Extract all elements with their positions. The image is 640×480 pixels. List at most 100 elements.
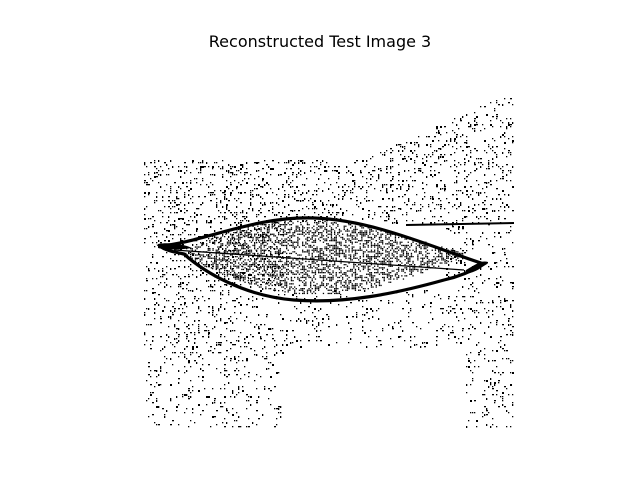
leaf-speckle <box>316 235 318 237</box>
noise-speckle <box>492 310 494 312</box>
leaf-speckle <box>374 244 376 247</box>
noise-speckle <box>220 292 222 294</box>
leaf-speckle <box>335 243 337 245</box>
noise-speckle <box>276 418 278 420</box>
leaf-speckle <box>260 240 262 242</box>
noise-speckle <box>368 216 370 218</box>
noise-speckle <box>188 282 190 284</box>
leaf-speckle <box>345 256 347 258</box>
leaf-speckle <box>308 240 310 242</box>
noise-speckle <box>312 162 314 164</box>
noise-speckle <box>458 162 460 164</box>
leaf-speckle <box>319 248 321 250</box>
leaf-speckle <box>414 268 416 271</box>
noise-speckle <box>258 332 260 334</box>
leaf-speckle <box>366 283 368 285</box>
noise-speckle <box>238 336 240 338</box>
leaf-speckle <box>402 244 405 247</box>
leaf-speckle <box>396 273 398 275</box>
noise-speckle <box>190 180 192 182</box>
noise-speckle <box>224 364 226 366</box>
noise-speckle <box>306 178 308 180</box>
leaf-speckle <box>332 222 334 224</box>
noise-speckle <box>458 206 460 208</box>
noise-speckle <box>200 368 202 370</box>
noise-speckle <box>170 160 172 162</box>
leaf-speckle <box>415 268 417 271</box>
leaf-speckle <box>358 259 360 261</box>
noise-speckle <box>262 274 264 276</box>
noise-speckle <box>480 274 482 276</box>
leaf-speckle <box>218 241 221 243</box>
noise-speckle <box>446 228 448 230</box>
noise-speckle <box>198 328 200 330</box>
noise-speckle <box>390 168 392 170</box>
leaf-speckle <box>249 260 251 263</box>
noise-speckle <box>268 388 270 390</box>
leaf-speckle <box>297 225 299 227</box>
leaf-speckle <box>436 256 438 258</box>
noise-speckle <box>476 316 478 318</box>
noise-speckle <box>418 144 420 146</box>
noise-speckle <box>168 206 170 208</box>
noise-speckle <box>164 416 166 418</box>
noise-speckle <box>456 142 458 144</box>
noise-speckle <box>444 186 446 188</box>
leaf-speckle <box>222 264 224 266</box>
noise-speckle <box>476 158 478 160</box>
leaf-speckle <box>244 233 246 235</box>
leaf-speckle <box>343 286 345 288</box>
noise-speckle <box>184 298 186 300</box>
noise-speckle <box>246 268 248 270</box>
leaf-speckle <box>313 262 315 264</box>
noise-speckle <box>248 372 250 374</box>
noise-speckle <box>366 160 368 162</box>
noise-speckle <box>218 310 220 312</box>
noise-speckle <box>484 414 486 416</box>
noise-speckle <box>240 346 242 348</box>
noise-speckle <box>506 426 508 428</box>
noise-speckle <box>332 204 334 206</box>
noise-speckle <box>256 188 258 190</box>
noise-speckle <box>472 128 474 130</box>
leaf-speckle <box>409 246 411 248</box>
leaf-speckle <box>262 252 264 255</box>
noise-speckle <box>180 282 182 284</box>
noise-speckle <box>290 320 292 322</box>
noise-speckle <box>478 240 480 242</box>
noise-speckle <box>156 242 158 244</box>
noise-speckle <box>256 214 258 216</box>
leaf-speckle <box>276 278 278 280</box>
leaf-speckle <box>234 241 237 243</box>
leaf-speckle <box>319 284 321 287</box>
noise-speckle <box>262 348 264 350</box>
leaf-speckle <box>284 272 286 274</box>
noise-speckle <box>272 338 274 340</box>
leaf-speckle <box>364 240 366 242</box>
noise-speckle <box>168 300 170 302</box>
leaf-speckle <box>385 238 387 240</box>
noise-speckle <box>192 274 194 276</box>
leaf-speckle <box>281 241 283 243</box>
leaf-speckle <box>257 284 259 287</box>
noise-speckle <box>480 350 482 352</box>
leaf-speckle <box>305 220 307 223</box>
noise-speckle <box>196 362 198 364</box>
leaf-speckle <box>327 292 329 295</box>
leaf-speckle <box>286 241 288 243</box>
leaf-speckle <box>327 243 329 245</box>
noise-speckle <box>496 394 498 396</box>
leaf-speckle <box>420 270 422 272</box>
leaf-speckle <box>281 228 283 231</box>
noise-speckle <box>148 362 150 364</box>
leaf-speckle <box>249 236 251 239</box>
leaf-speckle <box>215 260 217 263</box>
leaf-speckle <box>311 288 313 290</box>
noise-speckle <box>278 162 280 164</box>
leaf-speckle <box>390 260 392 263</box>
leaf-speckle <box>358 249 360 251</box>
noise-speckle <box>424 164 426 166</box>
noise-speckle <box>462 286 464 288</box>
noise-speckle <box>236 170 238 172</box>
leaf-speckle <box>268 272 270 274</box>
